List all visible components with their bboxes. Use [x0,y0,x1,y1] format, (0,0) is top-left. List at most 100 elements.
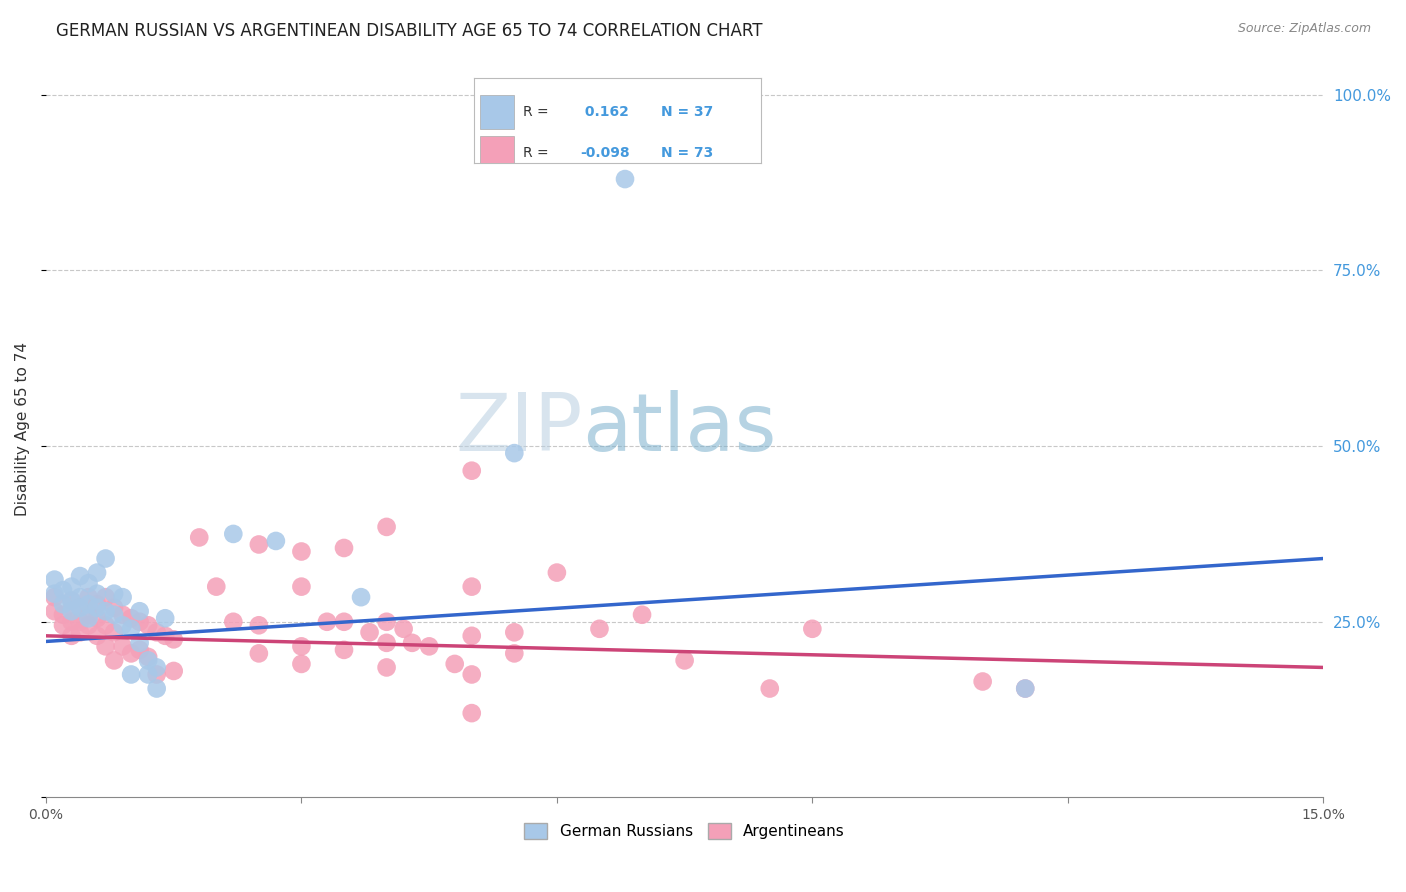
Point [631,607,654,622]
Point [401,636,423,650]
Point [290,640,312,654]
Point [111,590,134,604]
Point [77,618,100,632]
Point [375,636,398,650]
Point [247,647,270,661]
Text: GERMAN RUSSIAN VS ARGENTINEAN DISABILITY AGE 65 TO 74 CORRELATION CHART: GERMAN RUSSIAN VS ARGENTINEAN DISABILITY… [56,22,762,40]
Point [375,615,398,629]
Point [103,607,125,622]
Point [86,566,108,580]
Point [359,625,381,640]
Point [758,681,780,696]
Point [350,590,373,604]
Point [103,625,125,640]
Point [94,590,117,604]
Point [673,653,696,667]
Point [60,580,83,594]
Point [461,667,484,681]
Point [69,600,91,615]
Point [69,600,91,615]
Text: Source: ZipAtlas.com: Source: ZipAtlas.com [1237,22,1371,36]
Point [94,551,117,566]
Point [128,615,150,629]
Point [69,625,91,640]
Point [44,587,66,601]
Point [111,607,134,622]
Point [44,604,66,618]
Point [163,632,186,647]
Point [94,640,117,654]
Point [333,643,356,657]
Point [392,622,415,636]
Point [972,674,994,689]
Point [136,653,159,667]
Point [94,618,117,632]
Point [461,580,484,594]
Point [69,615,91,629]
Point [77,611,100,625]
Point [145,660,167,674]
Point [120,611,142,625]
Point [86,597,108,611]
Point [264,533,287,548]
Point [163,664,186,678]
Point [52,583,75,598]
Point [86,600,108,615]
Point [111,640,134,654]
Point [128,604,150,618]
Point [290,544,312,558]
Point [77,576,100,591]
Point [316,615,339,629]
Point [69,590,91,604]
Point [145,667,167,681]
Point [375,520,398,534]
Point [86,587,108,601]
Point [153,611,176,625]
Point [222,615,245,629]
Point [77,607,100,622]
Point [60,593,83,607]
Point [1014,681,1036,696]
Point [205,580,228,594]
Point [333,541,356,555]
Point [77,590,100,604]
Point [60,593,83,607]
Y-axis label: Disability Age 65 to 74: Disability Age 65 to 74 [15,342,30,516]
Point [461,464,484,478]
Point [60,615,83,629]
Point [801,622,824,636]
Point [145,681,167,696]
Text: atlas: atlas [582,390,778,467]
Point [77,597,100,611]
Point [52,597,75,611]
Point [290,657,312,671]
Legend: German Russians, Argentineans: German Russians, Argentineans [519,817,851,845]
Point [375,660,398,674]
Point [120,667,142,681]
Point [128,643,150,657]
Point [247,537,270,551]
Point [418,640,440,654]
Point [443,657,465,671]
Point [136,649,159,664]
Point [86,611,108,625]
Point [503,647,526,661]
Point [103,587,125,601]
Point [153,629,176,643]
Point [247,618,270,632]
Point [103,653,125,667]
Point [614,172,637,186]
Point [69,569,91,583]
Text: ZIP: ZIP [456,390,582,467]
Point [44,590,66,604]
Point [222,527,245,541]
Point [111,618,134,632]
Point [136,667,159,681]
Point [188,531,211,545]
Point [503,446,526,460]
Point [52,618,75,632]
Point [60,629,83,643]
Point [86,629,108,643]
Point [136,618,159,632]
Point [60,604,83,618]
